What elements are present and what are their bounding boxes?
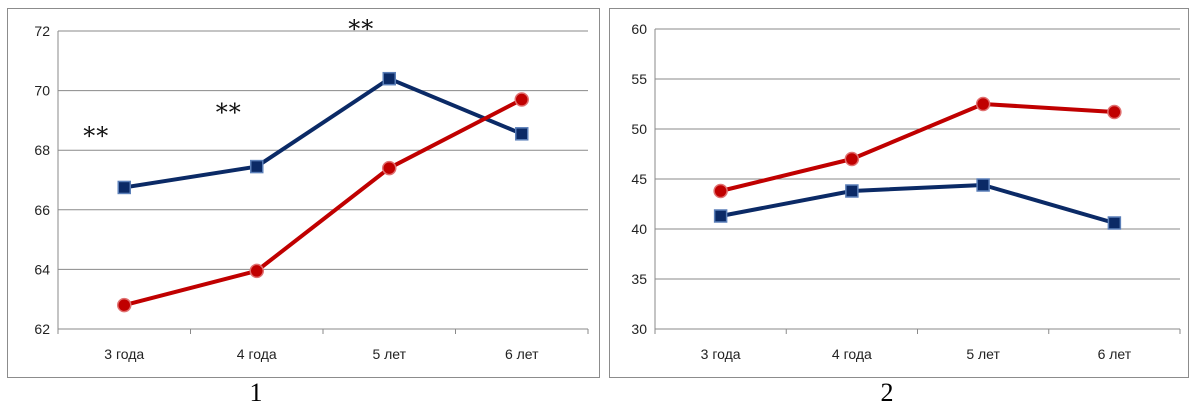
y-tick-label: 62 [34,321,50,337]
series-line [720,102,1115,193]
chart-2-caption: 2 [880,378,894,407]
data-point-square [1107,216,1122,230]
data-point-circle [382,160,397,176]
series-line [123,97,523,308]
significance-annotation: ** [216,98,242,126]
chart-panel-1: 62 64 66 68 70 72 3 года 4 года 5 лет 6 лет ** ** ** [7,8,600,378]
chart-panel-2: 30 35 40 45 50 55 60 3 года 4 года 5 лет 6 лет [609,8,1189,378]
y-tick-label: 30 [631,321,647,337]
x-tick-label: 5 лет [372,346,406,362]
x-tick-label: 3 года [701,346,741,362]
y-tick-label: 70 [34,83,50,99]
y-tick-label: 72 [34,23,50,39]
data-point-square [117,180,131,195]
x-tick-label: 6 лет [505,346,539,362]
x-tick-label: 6 лет [1098,346,1132,362]
data-point-circle [975,96,991,112]
data-point-square [845,184,859,198]
data-point-circle [713,183,728,199]
data-point-circle [844,151,860,167]
x-tick-label: 3 года [104,346,144,362]
y-tick-label: 60 [631,21,647,37]
series-line [123,76,523,190]
y-tick-label: 45 [631,171,647,187]
x-tick-label: 5 лет [966,346,1000,362]
data-point-square [515,127,529,141]
data-point-circle [117,297,132,313]
data-point-circle [1107,104,1122,120]
data-point-square [976,178,990,192]
series-line [720,183,1115,225]
data-point-square [382,71,396,86]
significance-annotation: ** [83,122,109,150]
y-tick-label: 35 [631,271,647,287]
data-point-circle [249,263,264,279]
x-tick-label: 4 года [237,346,277,362]
y-tick-label: 55 [631,71,647,87]
data-point-square [713,209,728,223]
x-tick-label: 4 года [832,346,872,362]
y-tick-label: 68 [34,142,50,158]
line-chart-1: 62 64 66 68 70 72 3 года 4 года 5 лет 6 лет ** ** ** [34,15,589,362]
y-tick-label: 66 [34,202,50,218]
y-tick-label: 40 [631,221,647,237]
data-point-square [250,159,264,174]
y-tick-label: 64 [34,261,50,277]
chart-1-caption: 1 [249,378,263,407]
y-tick-label: 50 [631,121,647,137]
significance-annotation: ** [348,15,374,43]
line-chart-2: 30 35 40 45 50 55 60 3 года 4 года 5 лет 6 лет [631,21,1181,362]
data-point-circle [514,92,529,107]
